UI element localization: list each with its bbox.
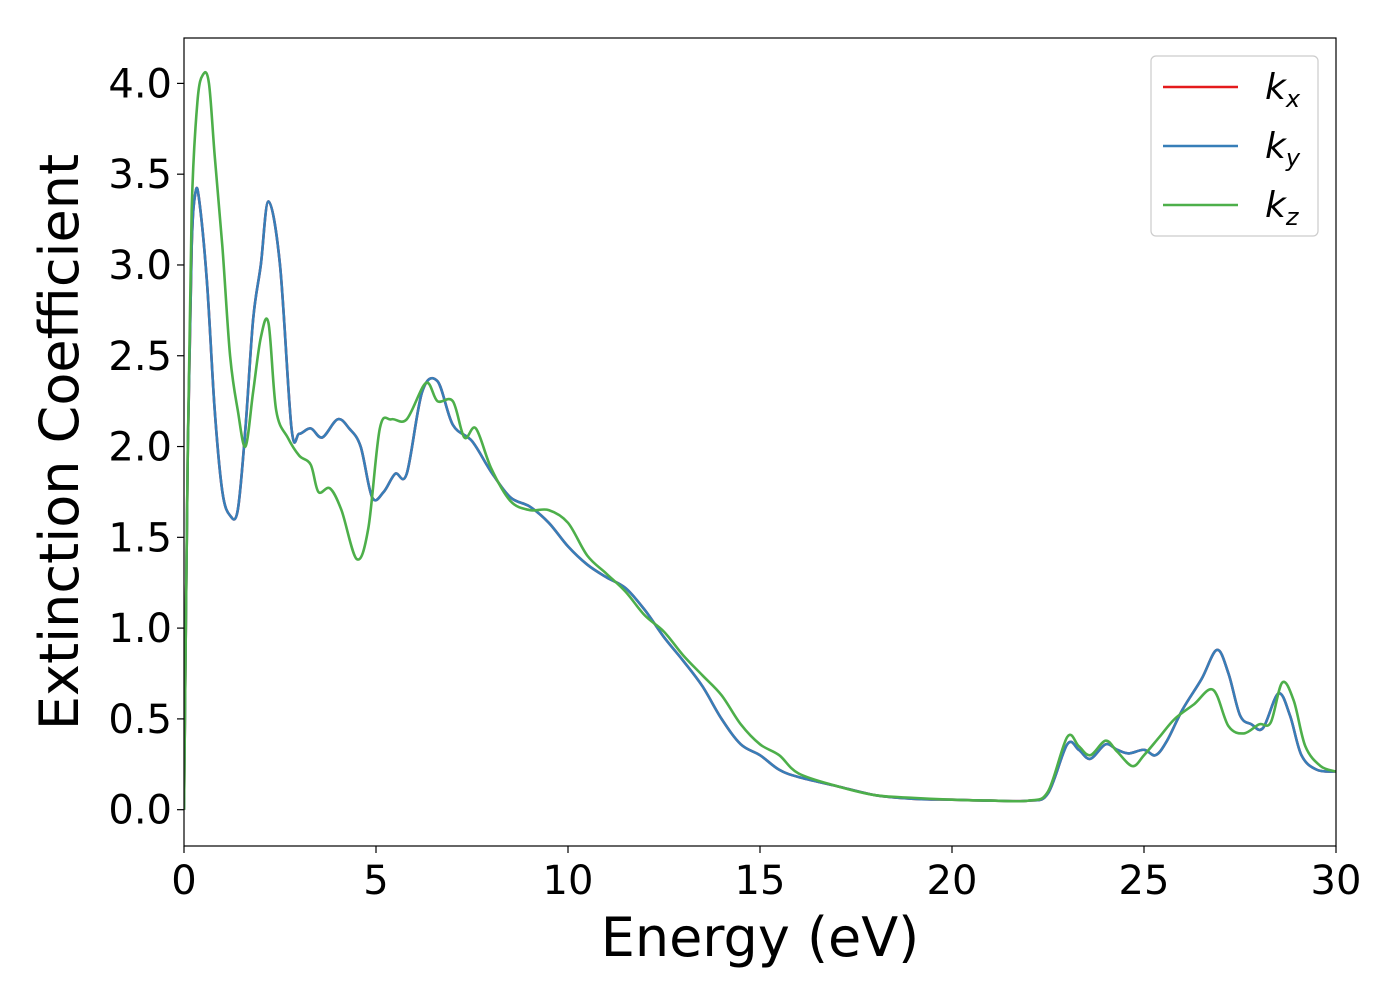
y-tick-label: 1.0 <box>108 606 172 652</box>
x-axis-title: Energy (eV) <box>601 906 920 969</box>
y-tick-label: 0.5 <box>108 697 172 743</box>
y-tick-label: 0.0 <box>108 788 172 834</box>
x-tick-label: 0 <box>171 858 196 904</box>
x-axis: 0 5 10 15 20 25 30 <box>171 846 1361 904</box>
x-tick-label: 15 <box>735 858 786 904</box>
y-tick-label: 2.5 <box>108 334 172 380</box>
y-tick-label: 4.0 <box>108 61 172 107</box>
y-axis-title: Extinction Coefficient <box>28 154 91 730</box>
series-line-k-z <box>184 70 1336 810</box>
x-tick-label: 30 <box>1311 858 1362 904</box>
y-tick-label: 1.5 <box>108 515 172 561</box>
y-axis: 0.0 0.5 1.0 1.5 2.0 2.5 3.0 3.5 4.0 <box>108 61 184 834</box>
x-tick-label: 5 <box>363 858 388 904</box>
legend-label-k-x: kx <box>1265 67 1301 113</box>
y-tick-label: 3.0 <box>108 243 172 289</box>
legend-label-k-y: ky <box>1265 126 1301 172</box>
x-tick-label: 25 <box>1119 858 1170 904</box>
series-layer <box>184 70 1336 810</box>
y-tick-label: 3.5 <box>108 152 172 198</box>
y-tick-label: 2.0 <box>108 425 172 471</box>
legend: kx ky kz <box>1150 55 1319 237</box>
x-tick-label: 20 <box>927 858 978 904</box>
x-tick-label: 10 <box>543 858 594 904</box>
series-line-k-y <box>184 186 1336 810</box>
legend-label-k-z: kz <box>1265 185 1300 231</box>
